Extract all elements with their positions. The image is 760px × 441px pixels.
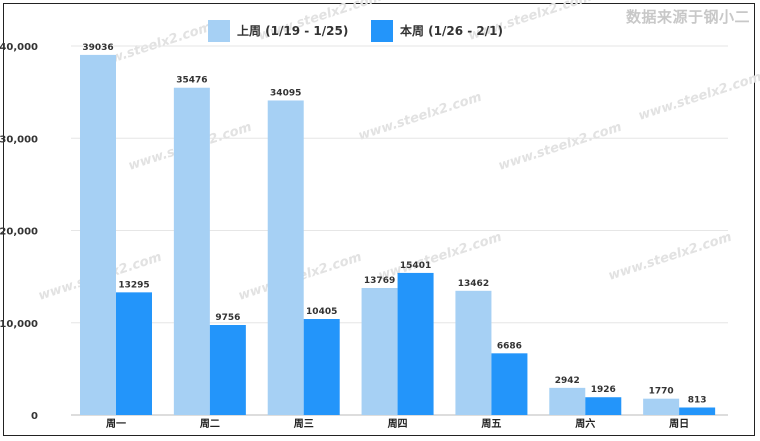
legend-item-0[interactable]: 上周 (1/19 - 1/25) xyxy=(208,20,348,42)
y-axis: 0 10,000 20,000 30,000 40,000 xyxy=(0,42,38,422)
data-label: 13295 xyxy=(118,280,149,290)
data-label: 39036 xyxy=(82,43,113,53)
y-tick-label: 10,000 xyxy=(0,319,38,330)
bar-series-1 xyxy=(209,325,246,415)
bar-series-0 xyxy=(173,87,210,416)
watermark-text: www.steelx2.com xyxy=(607,230,734,284)
x-tick-label: 周二 xyxy=(200,418,220,430)
source-note: 数据来源于钢小二 xyxy=(625,8,750,26)
legend-item-1[interactable]: 本周 (1/26 - 2/1) xyxy=(371,20,503,42)
data-label: 6686 xyxy=(497,341,522,351)
x-tick-label: 周四 xyxy=(388,418,408,430)
data-label: 1926 xyxy=(591,385,616,395)
x-tick-label: 周三 xyxy=(294,418,314,430)
watermark-text: www.steelx2.com xyxy=(377,230,504,284)
data-label: 13769 xyxy=(364,276,395,286)
y-tick-label: 20,000 xyxy=(0,227,38,238)
bar-series-1 xyxy=(491,353,528,415)
x-tick-label: 周五 xyxy=(481,418,501,430)
y-tick-label: 0 xyxy=(31,411,38,422)
data-label: 9756 xyxy=(215,313,240,323)
bars: 39036 13295 35476 9756 34095 10405 13769 15401 1… xyxy=(80,43,716,416)
legend-label: 上周 (1/19 - 1/25) xyxy=(237,23,348,38)
data-label: 1770 xyxy=(649,387,674,397)
data-label: 15401 xyxy=(400,261,431,271)
bar-series-0 xyxy=(643,398,680,415)
bar-series-1 xyxy=(116,292,152,415)
data-label: 10405 xyxy=(306,307,337,317)
bar-series-0 xyxy=(80,54,116,416)
x-tick-label: 周六 xyxy=(575,417,595,430)
bar-series-1 xyxy=(397,272,434,415)
legend-swatch xyxy=(208,20,230,42)
bar-series-0 xyxy=(361,287,398,415)
legend-label: 本周 (1/26 - 2/1) xyxy=(400,23,503,38)
watermark-text: www.steelx2.com xyxy=(497,120,624,174)
watermark-text: www.steelx2.com xyxy=(357,90,484,144)
bar-series-1 xyxy=(303,319,340,415)
legend-swatch xyxy=(371,20,393,42)
data-label: 13462 xyxy=(458,279,489,289)
data-label: 2942 xyxy=(555,376,580,386)
x-axis: 周一 周二 周三 周四 周五 周六 周日 xyxy=(106,417,689,430)
data-label: 34095 xyxy=(270,88,301,98)
data-label: 813 xyxy=(688,396,707,406)
bar-series-1 xyxy=(585,397,622,415)
legend: 上周 (1/19 - 1/25) 本周 (1/26 - 2/1) xyxy=(208,20,503,42)
y-tick-label: 40,000 xyxy=(0,42,38,53)
bar-series-0 xyxy=(455,290,492,415)
bar-series-1 xyxy=(679,407,716,415)
x-tick-label: 周日 xyxy=(669,418,689,430)
bar-series-0 xyxy=(549,387,586,415)
data-label: 35476 xyxy=(176,76,207,86)
y-tick-label: 30,000 xyxy=(0,134,38,145)
x-tick-label: 周一 xyxy=(106,418,126,430)
bar-series-0 xyxy=(267,100,304,415)
watermark-text: www.steelx2.com xyxy=(637,70,760,124)
